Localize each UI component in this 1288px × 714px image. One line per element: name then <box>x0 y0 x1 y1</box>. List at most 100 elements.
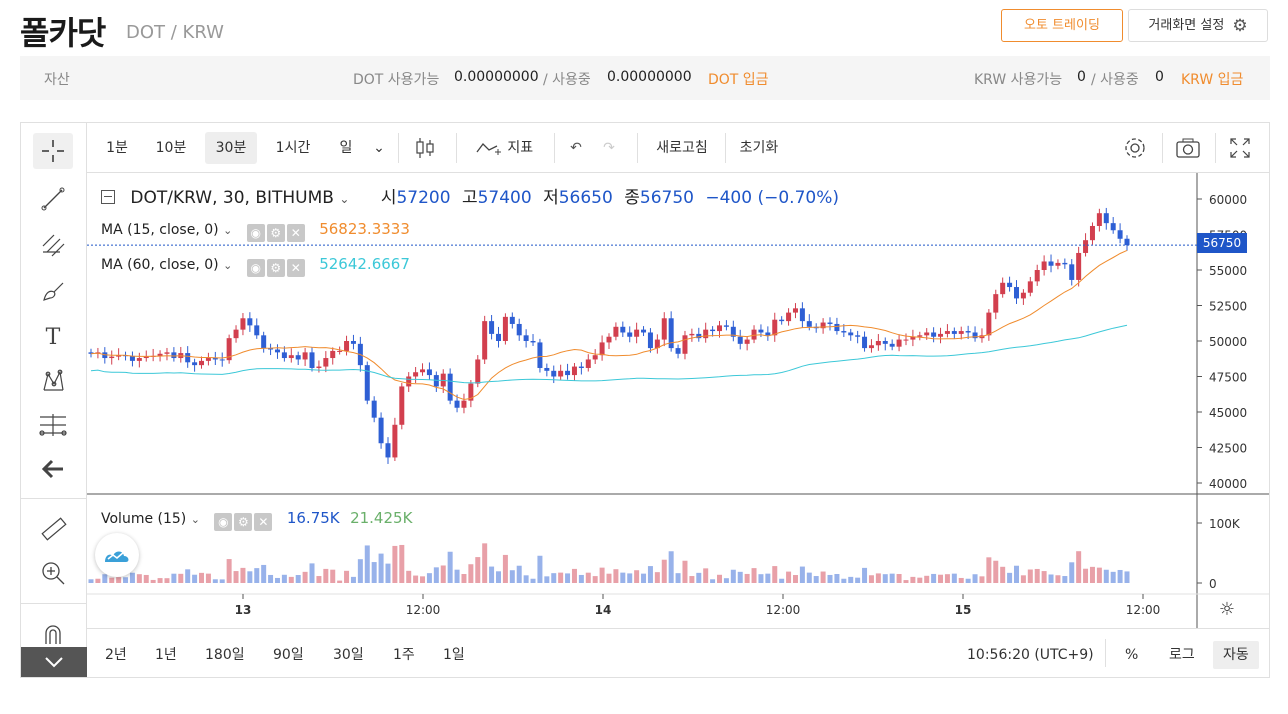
camera-icon[interactable] <box>1173 132 1203 164</box>
candle-body <box>827 322 833 324</box>
fullscreen-icon[interactable] <box>1227 132 1253 164</box>
chevron-down-icon[interactable]: ⌄ <box>190 513 200 526</box>
redo-icon[interactable]: ↷ <box>603 140 615 156</box>
dot-available-value: 0.00000000 <box>454 69 539 85</box>
chevron-down-icon[interactable]: ⌄ <box>339 192 350 206</box>
toolbar-divider <box>1215 133 1216 163</box>
candle-type-icon[interactable] <box>411 132 439 164</box>
page-header: 폴카닷 DOT / KRW 오토 트레이딩 거래화면 설정 ⚙ <box>0 0 1288 56</box>
text-icon[interactable]: T <box>45 324 61 350</box>
range-1y[interactable]: 1년 <box>155 647 177 663</box>
percent-toggle[interactable]: % <box>1125 647 1139 663</box>
range-1d[interactable]: 1일 <box>443 647 465 663</box>
range-90d[interactable]: 90일 <box>273 647 304 663</box>
reset-button[interactable]: 초기화 <box>739 140 779 156</box>
dot-deposit-link[interactable]: DOT 입금 <box>708 72 769 88</box>
volume-bar <box>627 573 633 583</box>
ma15-legend: MA (15, close, 0) ⌄ ◉ ⚙ ✕ 56823.3333 <box>101 220 410 242</box>
volume-bar <box>779 578 785 583</box>
fib-icon[interactable] <box>33 407 73 443</box>
candle-body <box>717 325 723 332</box>
range-30d[interactable]: 30일 <box>333 647 364 663</box>
range-2y[interactable]: 2년 <box>105 647 127 663</box>
brush-icon[interactable] <box>33 273 73 309</box>
undo-icon[interactable]: ↶ <box>570 140 582 156</box>
volume-bar <box>475 557 481 583</box>
interval-1h[interactable]: 1시간 <box>275 140 311 156</box>
volume-bar <box>703 568 709 583</box>
candle-body <box>779 319 785 322</box>
chevron-down-icon[interactable]: ⌄ <box>373 140 385 156</box>
tradingview-logo-icon[interactable] <box>95 533 139 577</box>
candle-body <box>710 329 716 332</box>
gear-icon[interactable]: ⚙ <box>266 259 285 277</box>
eye-icon[interactable]: ◉ <box>214 513 233 531</box>
candle-body <box>482 321 488 360</box>
back-arrow-icon[interactable] <box>33 451 73 487</box>
candle-body <box>426 369 432 376</box>
volume-bar <box>88 579 94 583</box>
volume-bar <box>178 573 184 583</box>
magnet-icon[interactable] <box>33 617 73 653</box>
y-axis-label: 52500 <box>1209 300 1247 314</box>
candle-body <box>530 341 536 343</box>
trendline-icon[interactable] <box>33 181 73 217</box>
crosshair-icon[interactable] <box>33 133 73 169</box>
volume-bar <box>123 577 129 583</box>
eye-icon[interactable]: ◉ <box>246 259 265 277</box>
interval-1m[interactable]: 1분 <box>106 140 128 156</box>
collapse-icon[interactable] <box>101 190 115 204</box>
gear-icon[interactable]: ⚙ <box>234 513 253 531</box>
range-180d[interactable]: 180일 <box>205 647 245 663</box>
volume-bar <box>143 574 149 583</box>
eye-icon[interactable]: ◉ <box>246 224 265 242</box>
x-axis-label: 12:00 <box>766 603 801 617</box>
candle-body <box>330 350 336 359</box>
candle-body <box>1076 252 1082 280</box>
candle-body <box>882 341 888 344</box>
close-icon[interactable]: ✕ <box>286 259 305 277</box>
candle-body <box>392 424 398 458</box>
gear-icon[interactable]: ⚙ <box>266 224 285 242</box>
ruler-icon[interactable] <box>33 511 73 547</box>
screen-settings-button[interactable]: 거래화면 설정 ⚙ <box>1128 9 1268 42</box>
close-value: 56750 <box>639 188 694 208</box>
volume-bar <box>862 567 868 583</box>
volume-bar <box>185 569 191 583</box>
candle-body <box>820 322 826 329</box>
chart-frame: T 1분 10분 30분 1시간 일 ⌄ <box>20 122 1270 678</box>
candle-body <box>613 326 619 337</box>
interval-30m[interactable]: 30분 <box>205 132 257 164</box>
log-toggle[interactable]: 로그 <box>1169 647 1195 663</box>
ma60-value: 52642.6667 <box>319 255 410 273</box>
clock-label[interactable]: 10:56:20 (UTC+9) <box>967 647 1094 663</box>
krw-available-value: 0 <box>1077 69 1086 85</box>
auto-toggle[interactable]: 자동 <box>1213 641 1259 669</box>
pitchfork-icon[interactable] <box>33 227 73 263</box>
candle-body <box>495 333 501 341</box>
volume-bar <box>889 573 895 583</box>
settings-gear-icon[interactable] <box>1121 132 1149 164</box>
close-icon[interactable]: ✕ <box>286 224 305 242</box>
chevron-down-icon[interactable]: ⌄ <box>223 224 233 237</box>
zoom-in-icon[interactable] <box>33 555 73 591</box>
volume-bar <box>986 557 992 583</box>
volume-bar <box>1103 569 1109 583</box>
chevron-down-icon[interactable]: ⌄ <box>223 259 233 272</box>
indicators-button[interactable]: 지표 <box>469 132 539 164</box>
interval-day[interactable]: 일 <box>339 140 353 156</box>
candle-body <box>1007 282 1013 288</box>
krw-deposit-link[interactable]: KRW 입금 <box>1181 72 1244 88</box>
volume-bar <box>1007 572 1013 583</box>
volume-bar <box>592 576 598 583</box>
candle-body <box>627 332 633 337</box>
auto-trading-button[interactable]: 오토 트레이딩 <box>1001 9 1123 42</box>
candle-body <box>1020 292 1026 299</box>
volume-bar <box>654 572 660 583</box>
chevron-down-icon[interactable] <box>21 647 87 677</box>
refresh-button[interactable]: 새로고침 <box>656 140 708 156</box>
close-icon[interactable]: ✕ <box>254 513 273 531</box>
pattern-icon[interactable] <box>33 363 73 399</box>
interval-10m[interactable]: 10분 <box>155 140 187 156</box>
range-1w[interactable]: 1주 <box>393 647 415 663</box>
